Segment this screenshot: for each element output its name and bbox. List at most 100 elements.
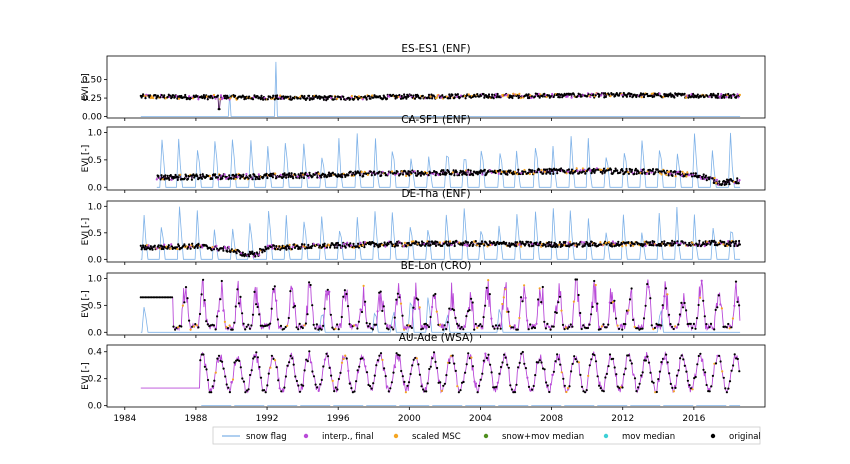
data-point <box>421 327 424 330</box>
data-point <box>513 391 517 394</box>
panel-3: DE-Tha (ENF) EVI [-] 0.0 0.5 1.0 <box>81 188 766 265</box>
data-point <box>570 370 573 373</box>
data-point <box>269 172 272 175</box>
data-point <box>260 248 263 251</box>
data-point <box>669 169 673 173</box>
data-point <box>722 376 725 379</box>
data-point <box>490 371 493 374</box>
data-point <box>499 169 502 172</box>
data-point <box>373 323 376 326</box>
data-point <box>677 170 680 173</box>
data-point <box>608 353 612 356</box>
data-point <box>339 244 342 247</box>
data-point <box>298 176 301 180</box>
data-point <box>265 324 269 327</box>
data-point <box>417 241 420 244</box>
data-point <box>142 246 145 249</box>
data-point <box>561 96 564 99</box>
data-point <box>298 322 301 325</box>
data-point <box>572 93 576 96</box>
data-point <box>540 361 543 364</box>
data-point <box>291 246 294 249</box>
data-point <box>671 386 674 389</box>
data-point <box>393 316 396 319</box>
data-point <box>586 326 590 330</box>
data-point <box>712 181 715 184</box>
data-point <box>212 248 216 251</box>
data-point <box>157 174 160 178</box>
data-point <box>235 252 238 255</box>
data-point <box>554 243 558 246</box>
data-point <box>438 243 441 246</box>
data-point <box>415 174 419 177</box>
data-point <box>211 177 214 180</box>
data-point <box>694 375 697 379</box>
data-point <box>344 246 347 249</box>
data-point <box>481 372 484 375</box>
data-point <box>552 95 555 99</box>
data-point <box>571 172 574 175</box>
data-point <box>290 248 293 251</box>
data-point <box>317 243 320 246</box>
data-point <box>694 327 697 330</box>
data-point <box>353 390 356 393</box>
data-point <box>720 307 724 310</box>
data-point <box>732 240 735 243</box>
data-point <box>331 326 334 329</box>
data-point <box>273 359 277 362</box>
data-point <box>339 371 342 374</box>
data-point <box>214 371 217 374</box>
data-point <box>239 295 242 298</box>
data-point <box>252 357 255 360</box>
data-point <box>336 241 339 245</box>
data-point <box>156 247 159 250</box>
data-point <box>362 172 366 175</box>
data-point <box>453 362 456 365</box>
data-point <box>560 371 563 374</box>
data-point <box>568 240 572 243</box>
data-point <box>205 320 208 323</box>
data-point <box>696 93 699 96</box>
data-point <box>483 96 486 99</box>
data-point <box>537 361 540 364</box>
data-point <box>248 327 251 330</box>
data-point <box>288 243 291 246</box>
data-point <box>286 244 290 248</box>
data-point <box>202 94 205 97</box>
data-point <box>673 170 676 173</box>
data-point <box>434 174 437 177</box>
data-point <box>734 242 737 245</box>
data-point <box>435 310 438 313</box>
data-point <box>713 176 716 180</box>
data-point <box>256 305 259 309</box>
legend-label: scaled MSC <box>412 432 461 442</box>
legend-swatch <box>483 433 489 439</box>
data-point <box>553 241 556 244</box>
data-point <box>367 172 370 175</box>
data-point <box>547 245 550 248</box>
data-point <box>220 279 223 283</box>
data-point <box>445 374 448 377</box>
data-point <box>306 313 309 316</box>
data-point <box>406 173 409 176</box>
data-point <box>269 245 272 249</box>
data-point <box>450 354 453 357</box>
data-point <box>563 328 566 331</box>
data-point <box>232 173 235 176</box>
data-point <box>582 324 585 327</box>
data-point <box>281 173 285 176</box>
data-point <box>605 243 608 246</box>
data-point <box>685 370 688 373</box>
data-point <box>221 360 224 363</box>
data-point <box>651 168 655 171</box>
data-point <box>285 248 288 251</box>
data-point <box>633 172 636 176</box>
data-point <box>538 96 541 99</box>
data-point <box>474 322 477 326</box>
data-point <box>561 323 565 326</box>
data-point <box>443 324 446 327</box>
data-point <box>443 382 446 385</box>
data-point <box>729 94 732 97</box>
data-point <box>599 170 602 174</box>
data-point <box>727 92 730 96</box>
